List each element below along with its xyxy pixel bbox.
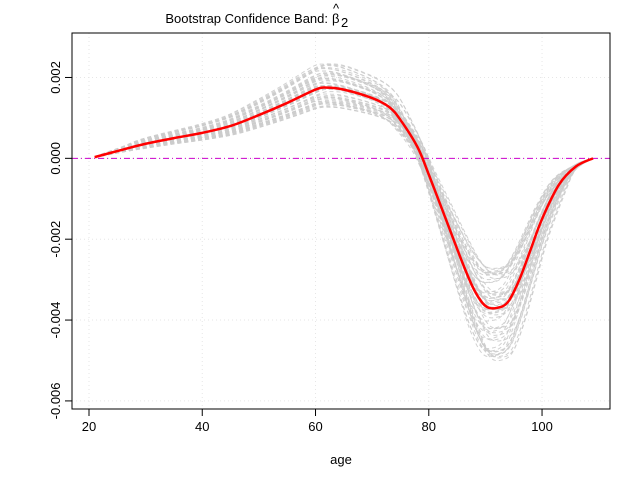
x-tick-label: 60 [308, 419, 322, 434]
bootstrap-curve [94, 103, 594, 358]
bootstrap-curve [94, 103, 594, 353]
x-axis-title: age [330, 452, 352, 467]
bootstrap-curve [94, 85, 594, 274]
y-tick-label: 0.000 [48, 142, 63, 175]
x-tick-label: 40 [195, 419, 209, 434]
bootstrap-curve [94, 72, 594, 357]
estimate-curve [94, 86, 594, 310]
bootstrap-curve [94, 70, 594, 284]
y-tick-label: -0.004 [48, 302, 63, 339]
plot-frame [71, 32, 611, 410]
bootstrap-curve [94, 101, 594, 355]
chart-title: Bootstrap Confidence Band: [165, 11, 328, 26]
bootstrap-curve [94, 75, 594, 330]
x-tick-label: 20 [82, 419, 96, 434]
bootstrap-curve [94, 85, 594, 272]
y-tick-label: -0.002 [48, 221, 63, 258]
y-tick-label: 0.002 [48, 61, 63, 94]
x-tick-label: 80 [422, 419, 436, 434]
bootstrap-curve [94, 100, 594, 283]
bootstrap-curve [94, 106, 594, 341]
bootstrap-curve [94, 74, 594, 293]
bootstrap-curve [94, 97, 594, 306]
bootstrap-curve [94, 82, 594, 300]
bootstrap-curve [94, 88, 594, 334]
chart-title-subscript: 2 [341, 15, 348, 30]
bootstrap-curve [94, 63, 594, 311]
chart-title-hat: ^ [333, 1, 340, 16]
bootstrap-curve [94, 63, 594, 329]
y-tick-label: -0.006 [48, 382, 63, 419]
bootstrap-curve [94, 103, 594, 269]
bootstrap-curve [94, 84, 594, 356]
bootstrap-curve [94, 96, 594, 296]
x-tick-label: 100 [531, 419, 553, 434]
bootstrap-curve [94, 72, 594, 302]
bootstrap-curve [94, 77, 594, 275]
chart-title-symbol: β [332, 11, 339, 26]
bootstrap-curve [94, 67, 594, 293]
